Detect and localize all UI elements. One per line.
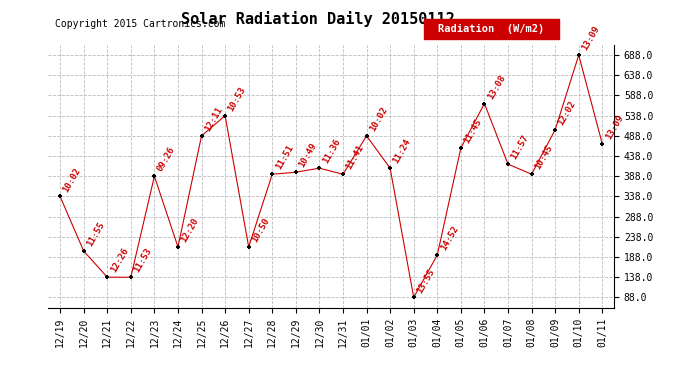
Point <box>573 52 584 58</box>
Text: 11:36: 11:36 <box>321 138 342 165</box>
Point <box>219 112 230 118</box>
Point <box>361 133 372 139</box>
Point <box>172 244 184 250</box>
Point <box>337 171 348 177</box>
Text: 13:09: 13:09 <box>580 24 602 52</box>
Point <box>101 274 112 280</box>
Point <box>243 244 254 250</box>
Point <box>526 171 537 177</box>
Text: 11:41: 11:41 <box>344 144 366 171</box>
Point <box>149 173 160 179</box>
Point <box>267 171 278 177</box>
Point <box>432 252 443 258</box>
Text: 10:02: 10:02 <box>61 166 83 194</box>
Point <box>455 145 466 151</box>
Point <box>550 127 561 133</box>
Text: 10:02: 10:02 <box>368 105 389 133</box>
Text: 11:45: 11:45 <box>462 117 484 145</box>
Text: Solar Radiation Daily 20150112: Solar Radiation Daily 20150112 <box>181 11 454 27</box>
Point <box>502 161 513 167</box>
Point <box>78 248 89 254</box>
Text: Radiation  (W/m2): Radiation (W/m2) <box>439 24 544 34</box>
Point <box>290 169 302 175</box>
Point <box>196 133 207 139</box>
Text: 11:24: 11:24 <box>391 138 413 165</box>
Text: 12:02: 12:02 <box>557 99 578 127</box>
Text: 11:57: 11:57 <box>509 134 531 161</box>
Text: 12:26: 12:26 <box>108 247 130 274</box>
Text: 10:45: 10:45 <box>533 144 554 171</box>
Text: 14:52: 14:52 <box>439 225 460 252</box>
Point <box>126 274 137 280</box>
Text: 11:53: 11:53 <box>132 247 153 274</box>
Text: 12:20: 12:20 <box>179 216 201 244</box>
Text: 12:11: 12:11 <box>203 105 224 133</box>
Text: 11:51: 11:51 <box>274 144 295 171</box>
Text: 13:09: 13:09 <box>604 113 625 141</box>
Text: Copyright 2015 Cartronics.com: Copyright 2015 Cartronics.com <box>55 19 226 29</box>
Point <box>597 141 608 147</box>
Text: 10:53: 10:53 <box>226 85 248 113</box>
Text: 13:08: 13:08 <box>486 73 507 101</box>
Point <box>384 165 395 171</box>
Point <box>314 165 325 171</box>
Text: 10:50: 10:50 <box>250 216 271 244</box>
Point <box>55 194 66 200</box>
Text: 10:49: 10:49 <box>297 142 319 170</box>
Text: 09:26: 09:26 <box>156 146 177 174</box>
Text: 13:55: 13:55 <box>415 267 436 295</box>
Text: 11:55: 11:55 <box>85 220 106 248</box>
Point <box>479 100 490 106</box>
Point <box>408 294 420 300</box>
